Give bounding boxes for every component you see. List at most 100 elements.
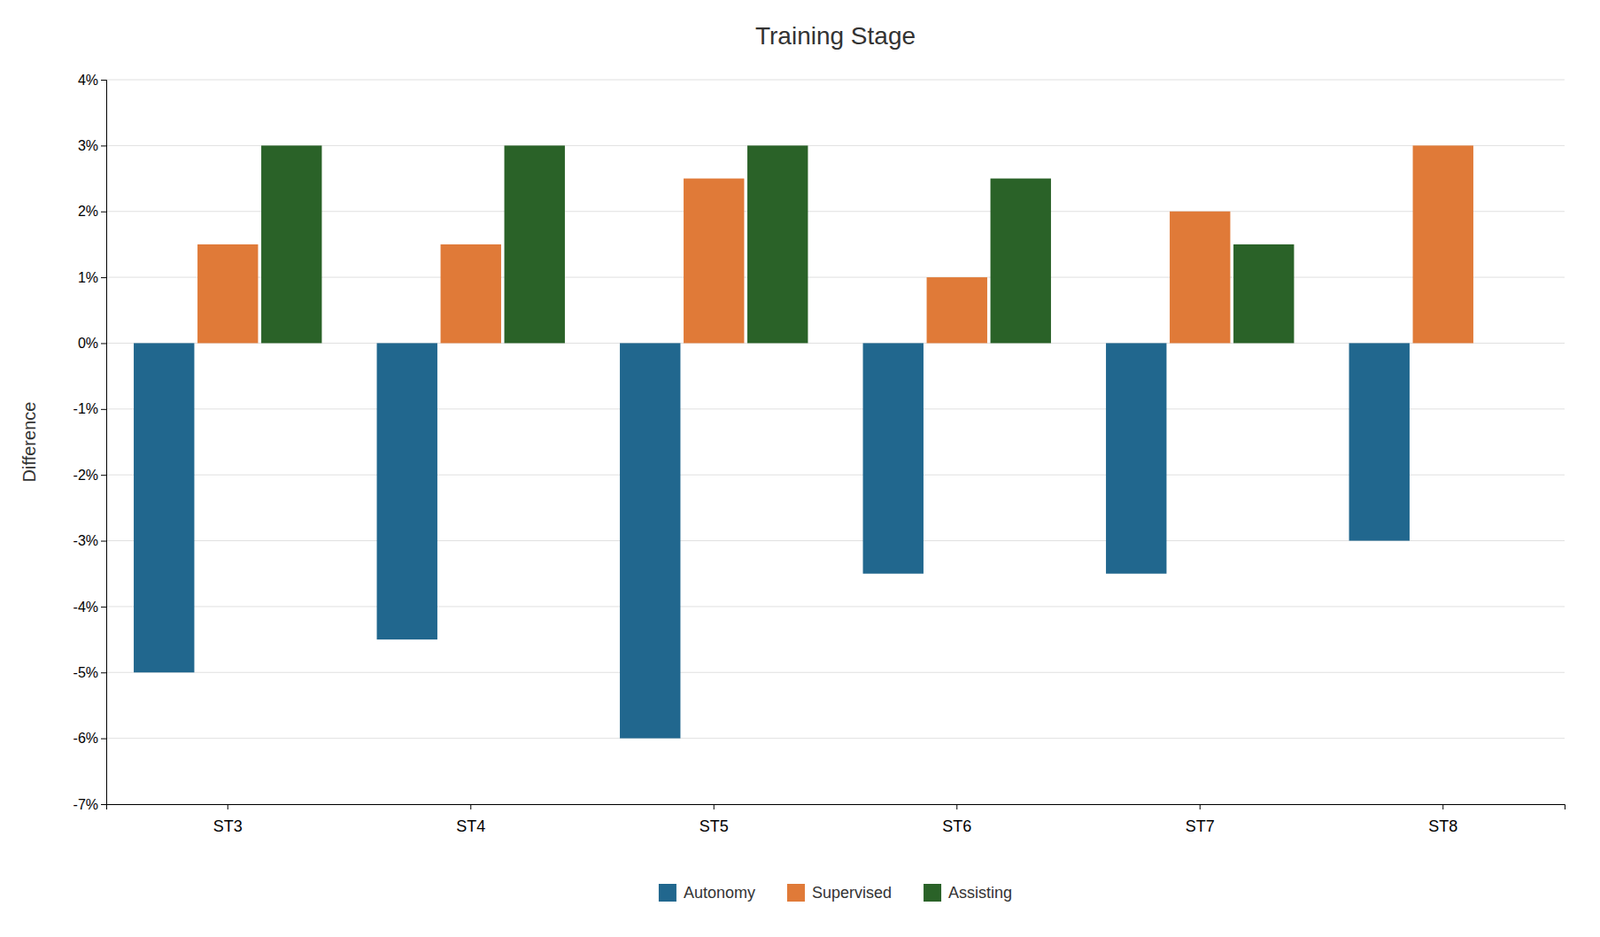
tick-label: -3% bbox=[73, 533, 99, 549]
bars bbox=[133, 145, 1474, 738]
x-tick: ST8 bbox=[1428, 803, 1458, 835]
y-tick: -5% bbox=[73, 664, 107, 681]
tick-label: ST6 bbox=[942, 817, 972, 835]
y-tick: -3% bbox=[73, 533, 107, 549]
chart-title: Training Stage bbox=[755, 22, 916, 50]
plot-area: -7% -6% -5% -4% -3% -2% -1% 0% 1% 2% 3% 4% ST3 ST4 ST5… bbox=[73, 72, 1566, 835]
bar bbox=[990, 178, 1052, 344]
tick-label: 3% bbox=[77, 138, 99, 154]
chart-svg: Training Stage -7% -6% -5% -4% -3% -2% -1% 0% 1% 2… bbox=[0, 0, 1600, 937]
bar bbox=[863, 342, 924, 573]
bar bbox=[747, 145, 808, 343]
tick-label: 2% bbox=[77, 203, 99, 219]
tick-label: 4% bbox=[77, 72, 99, 88]
tick-mark bbox=[100, 145, 107, 147]
legend-label: Autonomy bbox=[683, 883, 756, 902]
y-tick: -4% bbox=[73, 599, 107, 615]
tick-mark bbox=[956, 803, 958, 810]
bar bbox=[619, 342, 681, 738]
legend-label: Assisting bbox=[948, 883, 1013, 902]
chart-container: Training Stage -7% -6% -5% -4% -3% -2% -1% 0% 1% 2… bbox=[0, 0, 1600, 937]
legend-item: Supervised bbox=[787, 883, 892, 902]
y-axis-label: Difference bbox=[19, 401, 39, 483]
tick-mark bbox=[227, 803, 229, 810]
legend-swatch bbox=[658, 883, 677, 902]
tick-mark bbox=[100, 277, 107, 279]
x-axis: ST3 ST4 ST5 ST6 ST7 ST8 bbox=[107, 803, 1566, 835]
y-axis: -7% -6% -5% -4% -3% -2% -1% 0% 1% 2% 3% 4% bbox=[73, 72, 108, 812]
tick-mark bbox=[100, 474, 107, 476]
grid-line bbox=[106, 474, 1565, 476]
legend-item: Assisting bbox=[923, 883, 1013, 902]
legend-swatch bbox=[923, 883, 942, 902]
legend-label: Supervised bbox=[811, 883, 892, 902]
bar bbox=[261, 145, 322, 343]
y-tick: 3% bbox=[77, 138, 107, 154]
tick-label: ST8 bbox=[1428, 817, 1458, 835]
tick-mark bbox=[100, 803, 107, 805]
grid-line bbox=[106, 408, 1565, 410]
grid-line bbox=[106, 342, 1565, 344]
tick-label: 0% bbox=[77, 335, 99, 351]
bar bbox=[1413, 145, 1474, 343]
tick-label: ST5 bbox=[699, 817, 729, 835]
grid-line bbox=[106, 145, 1565, 147]
tick-mark bbox=[1199, 803, 1201, 810]
y-tick: -6% bbox=[73, 730, 107, 746]
tick-label: ST3 bbox=[213, 817, 243, 835]
bar-series bbox=[197, 145, 1474, 343]
bar bbox=[377, 342, 438, 640]
tick-label: -4% bbox=[73, 599, 99, 615]
y-tick: 2% bbox=[77, 203, 107, 219]
tick-mark bbox=[100, 672, 107, 673]
tick-mark bbox=[1442, 803, 1444, 810]
grid-line bbox=[106, 277, 1565, 279]
tick-mark bbox=[100, 738, 107, 740]
bar bbox=[133, 342, 194, 673]
grid-line bbox=[106, 79, 1565, 81]
bar bbox=[1169, 211, 1230, 344]
x-tick: ST6 bbox=[942, 803, 972, 835]
x-tick: ST4 bbox=[456, 803, 486, 835]
bar bbox=[1233, 244, 1294, 344]
tick-mark bbox=[100, 79, 107, 81]
grid-line bbox=[106, 737, 1565, 739]
legend-swatch bbox=[787, 883, 805, 902]
y-tick: 1% bbox=[77, 270, 107, 286]
axis-line bbox=[107, 804, 1566, 811]
y-tick: -7% bbox=[73, 796, 107, 812]
bar bbox=[1349, 342, 1410, 541]
bar bbox=[440, 244, 502, 344]
tick-label: -6% bbox=[73, 730, 99, 746]
tick-label: 1% bbox=[77, 270, 99, 286]
grid-line bbox=[106, 210, 1565, 212]
bar bbox=[504, 145, 565, 343]
tick-mark bbox=[100, 211, 107, 213]
y-tick: 0% bbox=[77, 335, 107, 351]
tick-mark bbox=[100, 606, 107, 608]
legend: Autonomy Supervised Assisting bbox=[658, 883, 1013, 902]
bar bbox=[683, 178, 744, 344]
tick-label: -1% bbox=[73, 401, 99, 417]
grid-line bbox=[106, 672, 1565, 673]
bar bbox=[1105, 342, 1167, 573]
tick-mark bbox=[100, 342, 107, 344]
tick-mark bbox=[713, 803, 715, 810]
grid-line bbox=[106, 540, 1565, 542]
grid-line bbox=[106, 605, 1565, 607]
tick-mark bbox=[470, 803, 472, 810]
y-tick: 4% bbox=[77, 72, 107, 88]
axis-line bbox=[100, 80, 108, 805]
bar-series bbox=[133, 342, 1410, 738]
bar bbox=[197, 244, 258, 344]
y-tick: -2% bbox=[73, 467, 107, 483]
tick-mark bbox=[100, 409, 107, 410]
legend-item: Autonomy bbox=[658, 883, 756, 902]
x-tick: ST7 bbox=[1185, 803, 1215, 835]
tick-label: -2% bbox=[73, 467, 99, 483]
bar bbox=[927, 277, 988, 343]
grid bbox=[106, 79, 1565, 804]
x-tick: ST5 bbox=[699, 803, 729, 835]
x-tick: ST3 bbox=[213, 803, 243, 835]
tick-label: ST4 bbox=[456, 817, 486, 835]
